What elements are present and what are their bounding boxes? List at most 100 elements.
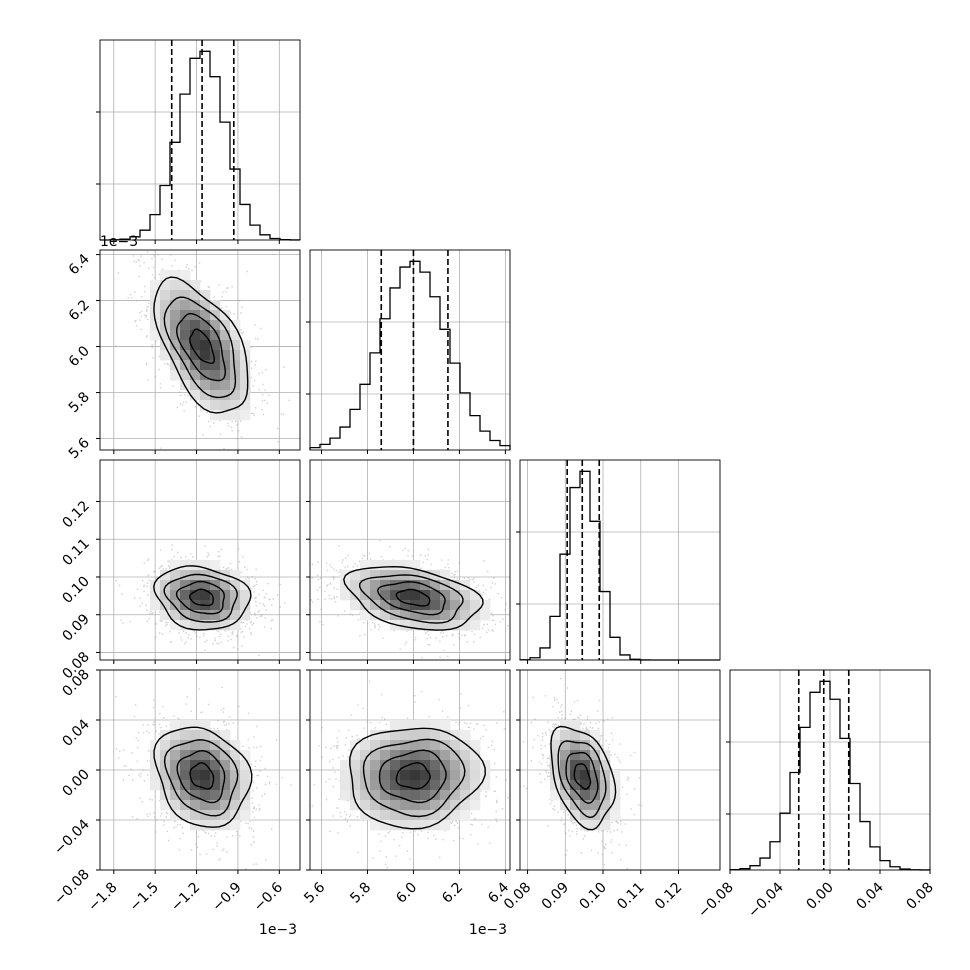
- density-cell: [440, 720, 451, 731]
- density-cell: [400, 730, 411, 741]
- density-cell: [430, 820, 441, 831]
- density-cell: [230, 600, 241, 611]
- density-cell: [450, 800, 461, 811]
- density-cell: [380, 570, 391, 581]
- density-cell: [170, 570, 181, 581]
- density-cell: [600, 820, 611, 831]
- density-cell: [200, 730, 211, 741]
- density-cell: [240, 800, 251, 811]
- x-tick-label-p2: 0.09: [539, 880, 572, 913]
- density-cell: [200, 380, 211, 391]
- density-cell: [390, 590, 401, 601]
- x-tick-label-p0: −0.6: [251, 879, 286, 914]
- density-cell: [210, 610, 221, 621]
- density-cell: [350, 770, 361, 781]
- density-cell: [570, 770, 581, 781]
- density-cell: [170, 620, 181, 631]
- density-cell: [200, 780, 211, 791]
- density-cell: [190, 800, 201, 811]
- density-cell: [200, 360, 211, 371]
- density-cell: [200, 300, 211, 311]
- density-cell: [240, 370, 251, 381]
- density-cell: [400, 740, 411, 751]
- density-cell: [430, 760, 441, 771]
- density-cell: [600, 760, 611, 771]
- density-cell: [360, 740, 371, 751]
- density-cell: [150, 580, 161, 591]
- density-cell: [420, 800, 431, 811]
- density-cell: [240, 610, 251, 621]
- density-cell: [390, 760, 401, 771]
- density-cell: [460, 760, 471, 771]
- contour-0: [189, 588, 214, 607]
- density-cell: [180, 780, 191, 791]
- density-cell: [190, 290, 201, 301]
- density-cell: [220, 810, 231, 821]
- density-cell: [440, 760, 451, 771]
- density-cell: [150, 750, 161, 761]
- density-cell: [220, 730, 231, 741]
- panel-frame: [309, 459, 511, 661]
- density-cell: [180, 770, 191, 781]
- density-cell: [350, 750, 361, 761]
- density-cell: [160, 350, 171, 361]
- density-cell: [200, 800, 211, 811]
- contour-3: [153, 276, 249, 414]
- density-cell: [200, 820, 211, 831]
- density-cell: [360, 810, 371, 821]
- density-cell: [560, 770, 571, 781]
- x-tick-label-p0: −1.2: [168, 880, 203, 915]
- density-cell: [170, 590, 181, 601]
- density-cell: [200, 590, 211, 601]
- density-cell: [410, 620, 421, 631]
- y-tick-label-p1: 6.4: [66, 251, 93, 278]
- density-cell: [450, 580, 461, 591]
- density-cell: [430, 740, 441, 751]
- density-cell: [350, 800, 361, 811]
- density-cell: [340, 760, 351, 771]
- density-cell: [180, 290, 191, 301]
- density-cell: [240, 590, 251, 601]
- contour-0: [573, 763, 592, 790]
- density-cell: [180, 310, 191, 321]
- density-cell: [370, 740, 381, 751]
- density-cell: [190, 300, 201, 311]
- x-tick-label-p1: 6.2: [439, 880, 466, 907]
- density-cell: [220, 320, 231, 331]
- density-cell: [190, 370, 201, 381]
- density-cell: [160, 290, 171, 301]
- density-cell: [560, 730, 571, 741]
- density-cell: [220, 330, 231, 341]
- density-cell: [190, 730, 201, 741]
- density-cell: [400, 620, 411, 631]
- density-cell: [580, 730, 591, 741]
- density-cell: [610, 770, 621, 781]
- density-cell: [200, 610, 211, 621]
- density-cell: [210, 570, 221, 581]
- density-cell: [180, 620, 191, 631]
- density-cell: [180, 590, 191, 601]
- density-cell: [400, 600, 411, 611]
- density-cell: [210, 310, 221, 321]
- density-cell: [150, 320, 161, 331]
- x-tick-label-p3: −0.08: [695, 880, 737, 922]
- density-cell: [200, 760, 211, 771]
- density-cell: [370, 750, 381, 761]
- density-cell: [150, 770, 161, 781]
- histogram-p0: [96, 39, 301, 244]
- density-cell: [420, 760, 431, 771]
- histogram-p1: [306, 249, 511, 454]
- density-cell: [180, 340, 191, 351]
- density-cell: [220, 380, 231, 391]
- density-cell: [180, 580, 191, 591]
- density-cell: [410, 610, 421, 621]
- density-cell: [410, 720, 421, 731]
- x-tick-label-p3: 0.00: [803, 880, 836, 913]
- density-cell: [180, 720, 191, 731]
- density-cell: [420, 570, 431, 581]
- density-cell: [380, 730, 391, 741]
- density-cell: [170, 560, 181, 571]
- density-cell: [370, 570, 381, 581]
- density-cell: [400, 800, 411, 811]
- density-cell: [180, 730, 191, 741]
